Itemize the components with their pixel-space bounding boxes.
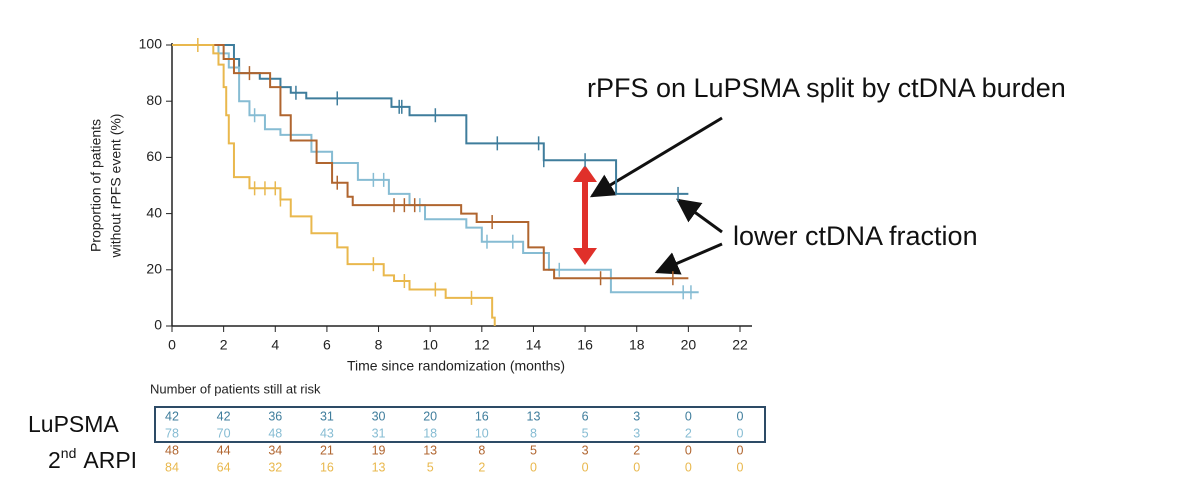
risk-count: 0 (685, 460, 692, 474)
risk-count: 3 (633, 426, 640, 440)
risk-count: 10 (475, 426, 489, 440)
risk-count: 13 (527, 409, 541, 423)
y-tick-label: 100 (139, 36, 163, 52)
risk-count: 5 (530, 443, 537, 457)
arrow (676, 198, 723, 234)
x-tick-label: 20 (681, 337, 697, 353)
risk-count: 5 (582, 426, 589, 440)
risk-count: 0 (737, 460, 744, 474)
risk-count: 5 (427, 460, 434, 474)
risk-count: 13 (372, 460, 386, 474)
risk-count: 36 (268, 409, 282, 423)
risk-count: 3 (582, 443, 589, 457)
annotation: rPFS on LuPSMA split by ctDNA burden (587, 73, 1066, 103)
risk-count: 20 (423, 409, 437, 423)
risk-count: 0 (582, 460, 589, 474)
risk-count: 0 (737, 409, 744, 423)
x-tick-label: 4 (271, 337, 279, 353)
annotation: lower ctDNA fraction (733, 221, 978, 251)
risk-count: 42 (217, 409, 231, 423)
risk-count: 0 (685, 409, 692, 423)
risk-count: 2 (633, 443, 640, 457)
risk-count: 34 (268, 443, 282, 457)
risk-count: 70 (217, 426, 231, 440)
risk-title: Number of patients still at risk (150, 381, 321, 396)
risk-count: 64 (217, 460, 231, 474)
risk-count: 0 (633, 460, 640, 474)
x-tick-label: 6 (323, 337, 331, 353)
risk-count: 43 (320, 426, 334, 440)
risk-count: 48 (165, 443, 179, 457)
red-double-arrow (573, 165, 597, 265)
y-tick-label: 40 (146, 204, 162, 220)
x-tick-label: 14 (526, 337, 542, 353)
y-tick-label: 0 (154, 317, 162, 333)
y-tick-label: 20 (146, 261, 162, 277)
group-label: 2nd ARPI (48, 445, 137, 473)
group-label-part: 2 (48, 447, 61, 473)
km-curve (172, 44, 689, 280)
y-tick-label: 80 (146, 92, 162, 108)
risk-count: 30 (372, 409, 386, 423)
y-axis-label: Proportion of patients (88, 119, 104, 252)
y-tick-label: 60 (146, 148, 162, 164)
x-tick-label: 18 (629, 337, 645, 353)
x-tick-label: 10 (422, 337, 438, 353)
risk-count: 3 (633, 409, 640, 423)
x-axis-label: Time since randomization (months) (347, 358, 565, 374)
risk-count: 18 (423, 426, 437, 440)
risk-count: 19 (372, 443, 386, 457)
x-tick-label: 22 (732, 337, 748, 353)
risk-box (154, 406, 766, 443)
risk-count: 16 (320, 460, 334, 474)
risk-count: 8 (530, 426, 537, 440)
risk-count: 32 (268, 460, 282, 474)
risk-count: 31 (372, 426, 386, 440)
x-tick-label: 2 (220, 337, 228, 353)
x-tick-label: 12 (474, 337, 490, 353)
risk-count: 0 (737, 426, 744, 440)
arrow (589, 116, 723, 198)
risk-count: 21 (320, 443, 334, 457)
risk-count: 6 (582, 409, 589, 423)
group-label-part: ARPI (83, 447, 137, 473)
group-label-sup: nd (61, 445, 77, 461)
risk-count: 2 (685, 426, 692, 440)
risk-count: 13 (423, 443, 437, 457)
risk-count: 0 (685, 443, 692, 457)
arrow (654, 242, 723, 275)
group-label: LuPSMA (28, 411, 119, 437)
y-axis-label: without rPFS event (%) (108, 114, 124, 259)
x-tick-label: 8 (375, 337, 383, 353)
risk-count: 78 (165, 426, 179, 440)
risk-count: 2 (478, 460, 485, 474)
risk-count: 48 (268, 426, 282, 440)
risk-count: 16 (475, 409, 489, 423)
x-tick-label: 0 (168, 337, 176, 353)
risk-count: 8 (478, 443, 485, 457)
km-curve (172, 44, 699, 294)
risk-count: 42 (165, 409, 179, 423)
risk-count: 0 (530, 460, 537, 474)
risk-count: 84 (165, 460, 179, 474)
risk-count: 0 (737, 443, 744, 457)
risk-count: 44 (217, 443, 231, 457)
x-tick-label: 16 (577, 337, 593, 353)
risk-count: 31 (320, 409, 334, 423)
km-curve (172, 44, 496, 326)
